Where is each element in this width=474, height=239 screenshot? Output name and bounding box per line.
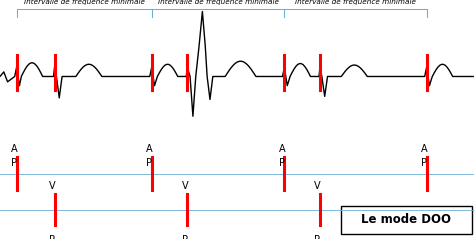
Text: A: A	[146, 144, 153, 154]
Text: A: A	[11, 144, 18, 154]
Text: V: V	[49, 181, 55, 191]
Text: A: A	[279, 144, 285, 154]
Text: A: A	[421, 144, 428, 154]
Text: Intervalle de fréquence minimale: Intervalle de fréquence minimale	[24, 0, 145, 5]
Text: Intervalle de fréquence minimale: Intervalle de fréquence minimale	[157, 0, 279, 5]
Text: P: P	[146, 158, 152, 168]
Text: P: P	[11, 158, 17, 168]
Text: P: P	[182, 235, 188, 239]
FancyBboxPatch shape	[341, 206, 472, 234]
Text: Intervalle de fréquence minimale: Intervalle de fréquence minimale	[295, 0, 416, 5]
Text: V: V	[314, 181, 321, 191]
Text: P: P	[314, 235, 320, 239]
Text: P: P	[421, 158, 427, 168]
Text: Le mode DOO: Le mode DOO	[362, 213, 451, 226]
Text: V: V	[182, 181, 188, 191]
Text: P: P	[49, 235, 55, 239]
Text: P: P	[279, 158, 285, 168]
